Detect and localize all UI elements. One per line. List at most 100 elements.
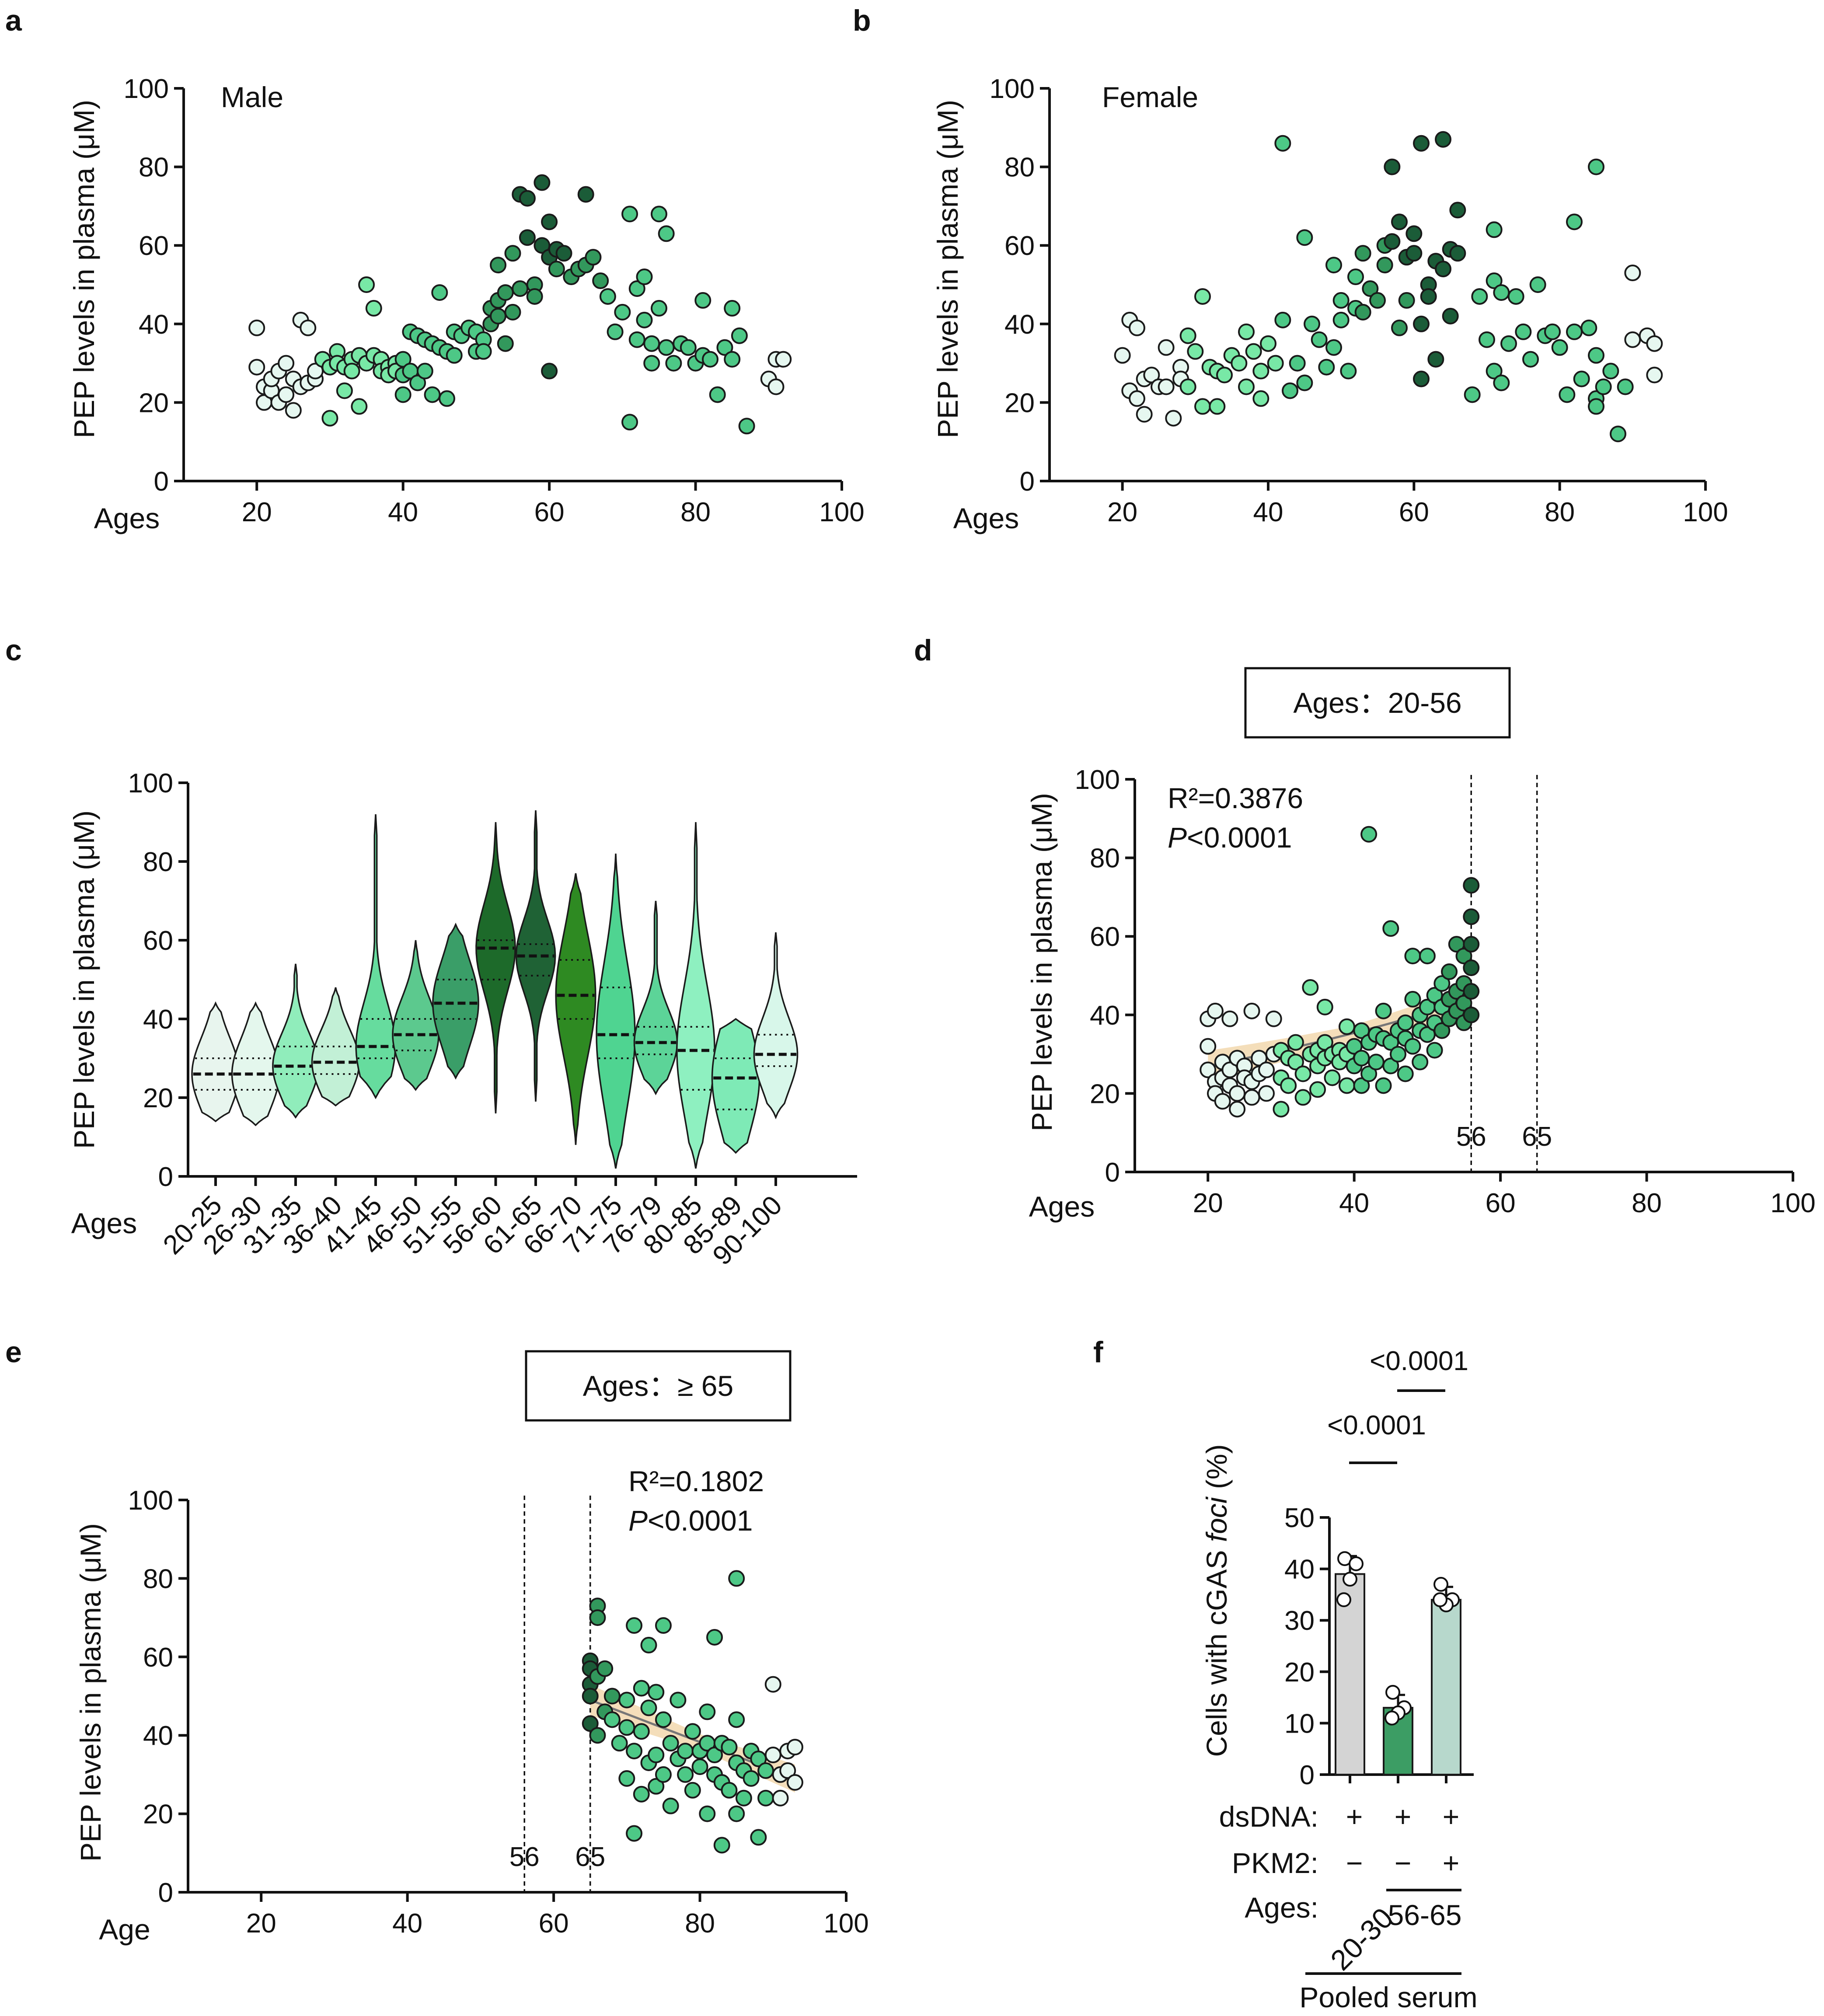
data-point [618,1692,635,1709]
data-point [1362,280,1379,297]
data-point [490,257,507,274]
y-tick-label: 20 [1090,1079,1120,1109]
title-text-e: Ages：≥ 65 [583,1370,733,1402]
data-point [1442,307,1459,324]
y-tick-label: 30 [1284,1606,1315,1636]
data-point [1360,826,1378,843]
data-point [1353,1050,1370,1067]
points-d [1200,826,1480,1118]
data-point [684,1782,701,1799]
data-point [655,1711,672,1728]
x-tick-label: 40 [388,497,418,527]
p-text-e: P<0.0001 [628,1504,753,1537]
data-point [640,1636,657,1653]
y-tick-label: 20 [1004,388,1035,418]
axes-b: 0 20 40 60 80 100 20 40 60 80 100 [990,74,1728,527]
data-point [1522,351,1539,368]
x-tick-label: 20 [246,1908,276,1939]
y-tick-label: 80 [1004,153,1035,183]
data-point [1507,288,1524,305]
panel-label-d: d [914,634,932,667]
panel-a: a PEP levels in plasma (μM) Ages Male 0 2… [5,4,865,534]
data-point [1340,363,1357,380]
data-point [1287,1053,1304,1071]
data-point [1274,135,1291,152]
data-point [1463,908,1480,925]
legend-note-female: Female [1102,81,1198,113]
data-point [1274,311,1291,328]
data-point [1252,390,1269,407]
data-point [1602,363,1619,380]
data-point [541,213,558,230]
data-point [1231,355,1248,372]
data-point [691,1758,708,1775]
x-tick-label: 60 [1399,497,1429,527]
data-point [1419,948,1436,965]
data-point [1441,963,1458,980]
data-point [738,418,755,435]
cutoff-label: 65 [575,1842,605,1872]
data-point [767,378,785,395]
y-tick-label: 0 [1300,1760,1315,1790]
x-tick-label: 100 [823,1908,868,1939]
data-point [534,174,551,191]
data-point [1588,158,1604,175]
p-text-d: P<0.0001 [1168,821,1292,854]
data-point [1332,311,1350,328]
data-point [1435,261,1451,278]
y-tick-label: 100 [128,768,173,799]
panel-e: e Ages：≥ 65 PEP levels in plasma (μM) Ag… [5,1336,869,1946]
data-point [582,1715,599,1732]
cutoff-label: 65 [1522,1122,1552,1152]
y-tick-label: 50 [1284,1503,1315,1533]
x-tick-label: 20 [1107,497,1137,527]
data-point [636,269,653,286]
panel-label-b: b [853,4,871,37]
data-point [278,355,295,372]
data-point [662,1735,679,1752]
data-point [648,1747,665,1764]
data-point [431,284,448,301]
replicate-point [1336,1592,1351,1608]
x-tick-label: 80 [1545,497,1575,527]
violins-c [191,810,799,1169]
data-point [519,190,536,207]
y-tick-label: 0 [158,1162,173,1192]
violin-90-100 [753,932,799,1120]
row-label-dsdna: dsDNA: [1219,1800,1318,1833]
y-tick-label: 100 [990,74,1035,104]
points-b [1114,131,1663,443]
title-text-d: Ages：20-56 [1293,687,1461,719]
data-point [1325,257,1342,274]
violin-76-79 [633,900,678,1095]
points-e [582,1570,803,1854]
data-point [655,1766,672,1783]
data-point [1384,158,1401,175]
data-point [1463,936,1480,953]
data-point [1391,213,1408,230]
violin-20-25 [191,1001,240,1123]
data-point [589,1609,606,1626]
data-point [650,206,667,223]
violin-71-75 [596,853,636,1169]
y-tick-label: 60 [143,1643,173,1673]
data-point [662,1797,679,1814]
y-axis-label-d: PEP levels in plasma (μM) [1025,793,1058,1131]
data-point [1214,1093,1231,1110]
data-point [599,288,616,305]
data-point [750,1829,767,1846]
violin-85-89 [711,1018,760,1154]
data-point [519,229,536,246]
data-point [1229,1085,1246,1102]
data-point [1486,221,1503,238]
data-point [680,339,697,356]
legend-note-male: Male [221,81,283,113]
data-point [409,374,426,391]
data-point [764,1676,781,1693]
data-point [658,225,675,242]
data-point [775,351,792,368]
data-point [416,363,433,380]
data-point [555,245,572,262]
data-point [589,1727,606,1744]
data-point [699,1805,716,1822]
